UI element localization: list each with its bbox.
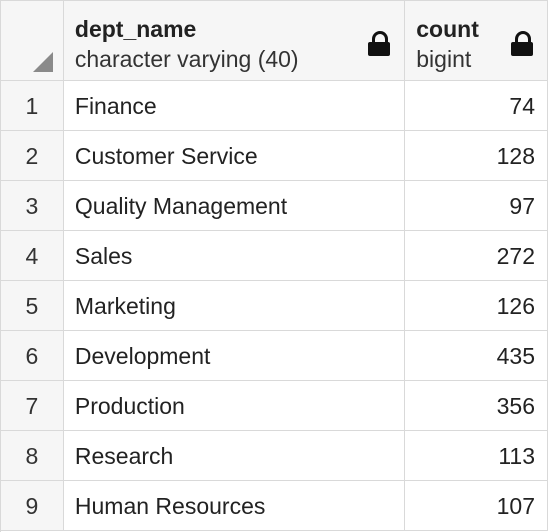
table-row[interactable]: 4 Sales 272: [1, 231, 548, 281]
row-number[interactable]: 9: [1, 481, 64, 531]
count-cell[interactable]: 272: [405, 231, 548, 281]
row-number-text: 6: [25, 343, 39, 369]
dept-name-text: Sales: [74, 243, 133, 269]
dept-name-text: Finance: [74, 93, 157, 119]
dept-name-cell[interactable]: Marketing: [63, 281, 406, 331]
count-text: 272: [496, 243, 535, 269]
select-all-corner-icon: [32, 52, 53, 72]
row-number-text: 2: [25, 143, 39, 169]
table-row[interactable]: 1 Finance 74: [1, 81, 548, 131]
row-number-text: 8: [25, 443, 39, 469]
table-row[interactable]: 9 Human Resources 107: [1, 481, 548, 531]
dept-name-cell[interactable]: Finance: [63, 81, 406, 131]
row-number-text: 1: [25, 93, 39, 119]
select-all-corner[interactable]: [1, 1, 64, 81]
dept-name-text: Human Resources: [74, 493, 266, 519]
dept-name-cell[interactable]: Quality Management: [63, 181, 406, 231]
row-number-text: 3: [25, 193, 39, 219]
count-cell[interactable]: 126: [405, 281, 548, 331]
column-header-count[interactable]: count bigint: [405, 1, 548, 81]
row-number[interactable]: 7: [1, 381, 64, 431]
count-cell[interactable]: 113: [405, 431, 548, 481]
count-cell[interactable]: 435: [405, 331, 548, 381]
column-type: character varying (40): [74, 46, 299, 72]
count-cell[interactable]: 107: [405, 481, 548, 531]
dept-name-cell[interactable]: Research: [63, 431, 406, 481]
lock-icon: [511, 31, 533, 56]
table-row[interactable]: 2 Customer Service 128: [1, 131, 548, 181]
dept-name-cell[interactable]: Human Resources: [63, 481, 406, 531]
row-number[interactable]: 1: [1, 81, 64, 131]
table-row[interactable]: 6 Development 435: [1, 331, 548, 381]
lock-icon: [368, 31, 391, 56]
row-number[interactable]: 2: [1, 131, 64, 181]
row-number[interactable]: 5: [1, 281, 64, 331]
dept-name-text: Development: [74, 343, 211, 369]
count-text: 126: [496, 293, 535, 319]
dept-name-cell[interactable]: Sales: [63, 231, 406, 281]
dept-name-text: Marketing: [74, 293, 176, 319]
dept-name-cell[interactable]: Production: [63, 381, 406, 431]
dept-name-cell[interactable]: Customer Service: [63, 131, 406, 181]
row-number-text: 5: [25, 293, 39, 319]
count-text: 97: [509, 193, 535, 219]
count-text: 128: [496, 143, 535, 169]
column-name: dept_name: [74, 16, 197, 42]
row-number[interactable]: 8: [1, 431, 64, 481]
dept-name-cell[interactable]: Development: [63, 331, 406, 381]
count-text: 356: [496, 393, 535, 419]
row-number-text: 4: [25, 243, 39, 269]
table-row[interactable]: 3 Quality Management 97: [1, 181, 548, 231]
count-cell[interactable]: 97: [405, 181, 548, 231]
count-cell[interactable]: 74: [405, 81, 548, 131]
count-text: 74: [509, 93, 535, 119]
dept-name-text: Research: [74, 443, 174, 469]
dept-name-text: Production: [74, 393, 185, 419]
count-text: 113: [498, 443, 535, 469]
row-number-text: 9: [25, 493, 39, 519]
table-row[interactable]: 8 Research 113: [1, 431, 548, 481]
dept-name-text: Quality Management: [74, 193, 288, 219]
dept-name-text: Customer Service: [74, 143, 258, 169]
column-name: count: [416, 16, 479, 42]
count-cell[interactable]: 356: [405, 381, 548, 431]
table-row[interactable]: 5 Marketing 126: [1, 281, 548, 331]
count-cell[interactable]: 128: [405, 131, 548, 181]
table-row[interactable]: 7 Production 356: [1, 381, 548, 431]
column-type: bigint: [416, 46, 472, 72]
column-header-dept-name[interactable]: dept_name character varying (40): [63, 1, 406, 81]
count-text: 435: [496, 343, 535, 369]
row-number[interactable]: 4: [1, 231, 64, 281]
row-number[interactable]: 6: [1, 331, 64, 381]
row-number-text: 7: [25, 393, 39, 419]
count-text: 107: [496, 493, 535, 519]
header-row: dept_name character varying (40) count b…: [1, 1, 548, 81]
row-number[interactable]: 3: [1, 181, 64, 231]
